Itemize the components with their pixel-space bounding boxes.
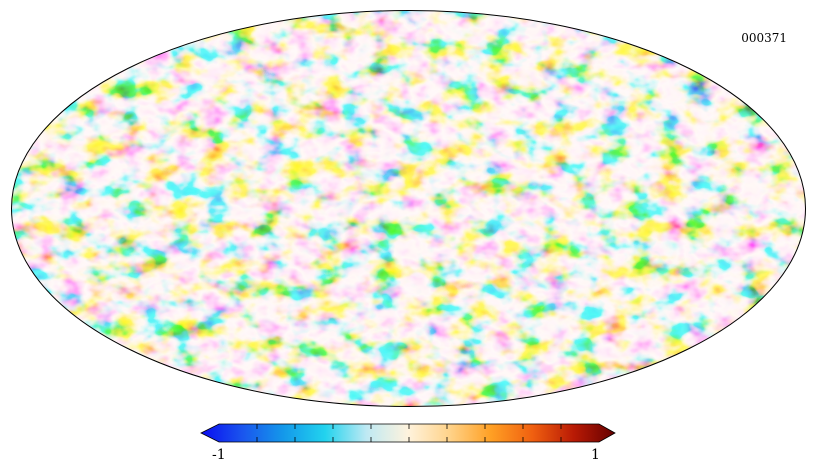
- colorbar-max-label: 1: [591, 447, 600, 463]
- map-boundary: [11, 10, 806, 407]
- colorbar-min-label: -1: [212, 447, 226, 463]
- map-field: [11, 10, 806, 407]
- map-id-label: 000371: [741, 31, 787, 45]
- colorbar-bar: [200, 423, 616, 443]
- colorbar-ticks: [256, 424, 562, 442]
- colorbar: [200, 423, 616, 443]
